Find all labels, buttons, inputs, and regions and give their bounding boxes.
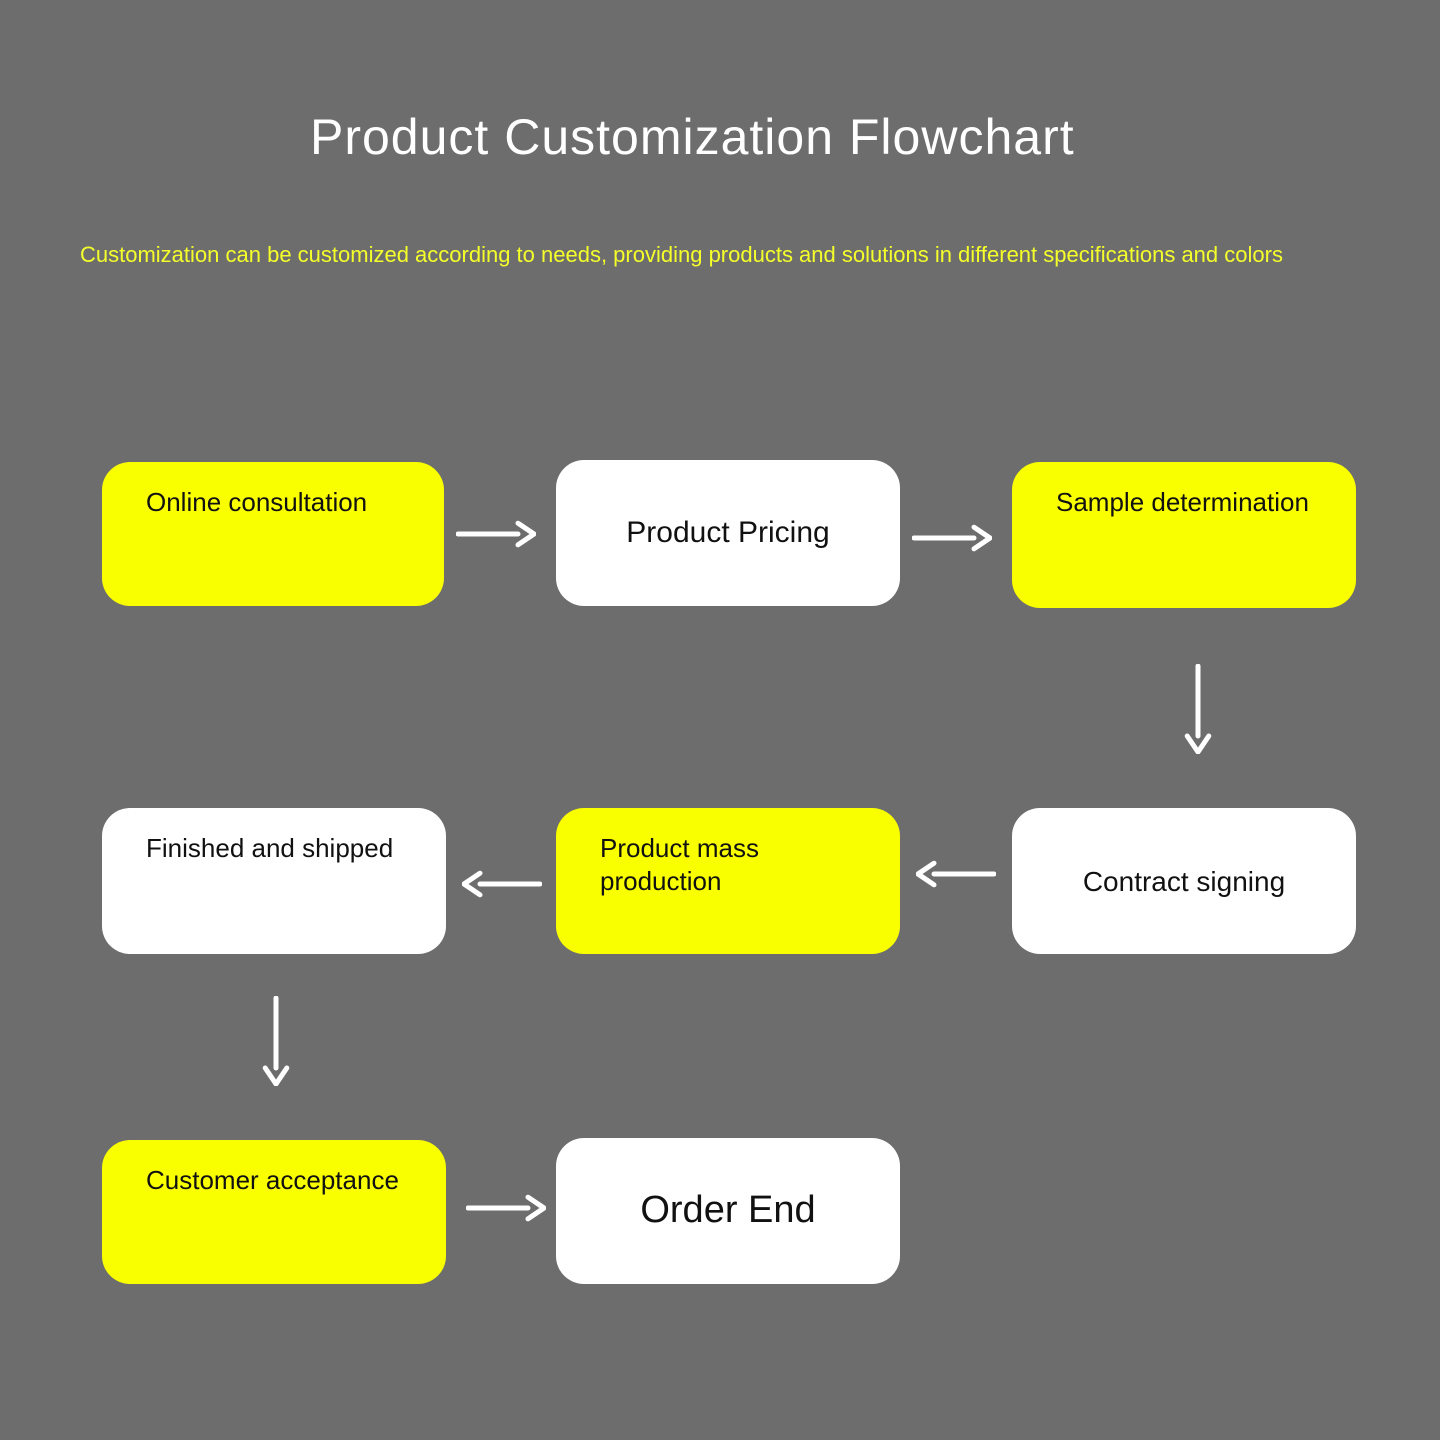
page-title: Product Customization Flowchart xyxy=(310,108,1075,166)
flow-node-label: Online consultation xyxy=(146,486,367,519)
flow-node-n1: Online consultation xyxy=(102,462,444,606)
arrow-left-icon xyxy=(462,866,542,902)
flow-node-n4: Contract signing xyxy=(1012,808,1356,954)
flow-node-n6: Finished and shipped xyxy=(102,808,446,954)
flow-node-n3: Sample determination xyxy=(1012,462,1356,608)
flow-node-n8: Order End xyxy=(556,1138,900,1284)
flow-node-n5: Product mass production xyxy=(556,808,900,954)
arrow-down-icon xyxy=(258,996,294,1086)
flow-node-label: Order End xyxy=(640,1187,815,1235)
flow-node-label: Customer acceptance xyxy=(146,1164,399,1197)
flow-node-label: Product mass production xyxy=(600,832,856,897)
flow-node-n7: Customer acceptance xyxy=(102,1140,446,1284)
arrow-down-icon xyxy=(1180,664,1216,754)
flow-node-label: Product Pricing xyxy=(626,514,829,552)
arrow-left-icon xyxy=(916,856,996,892)
arrow-right-icon xyxy=(466,1190,546,1226)
flow-node-label: Finished and shipped xyxy=(146,832,393,865)
flow-node-label: Sample determination xyxy=(1056,486,1309,519)
page-subtitle: Customization can be customized accordin… xyxy=(80,242,1283,268)
flow-node-n2: Product Pricing xyxy=(556,460,900,606)
arrow-right-icon xyxy=(912,520,992,556)
arrow-right-icon xyxy=(456,516,536,552)
flow-node-label: Contract signing xyxy=(1083,864,1285,899)
